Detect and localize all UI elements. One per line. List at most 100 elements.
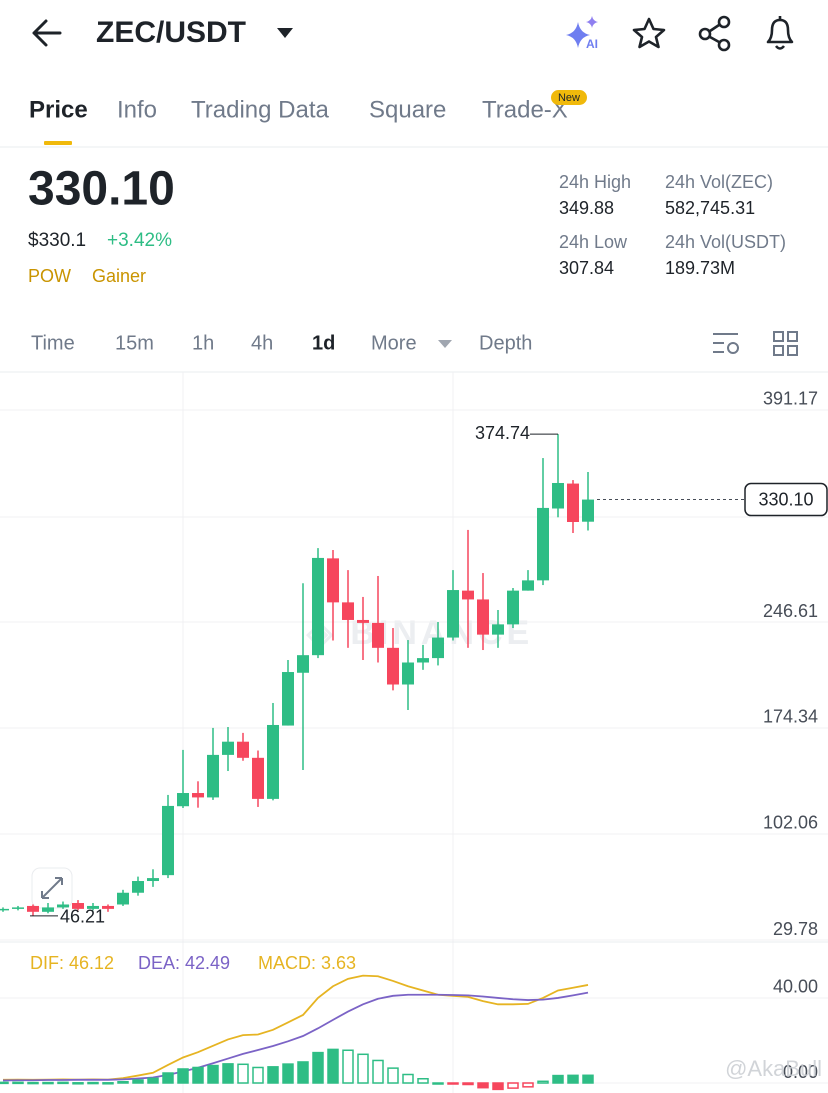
macd-bar	[102, 1082, 114, 1085]
interval[interactable]: Time	[31, 332, 75, 354]
macd-bar	[27, 1081, 39, 1085]
macd-bar	[237, 1063, 249, 1084]
watermark: @AkaBull	[725, 1056, 822, 1081]
tag[interactable]: Gainer	[92, 266, 146, 286]
pair-dropdown[interactable]	[277, 28, 293, 38]
macd-bar	[447, 1082, 459, 1085]
macd-bar	[267, 1066, 279, 1084]
candle-body	[147, 878, 159, 882]
high-label: 374.74	[475, 423, 530, 443]
legend-entry: DEA: 42.49	[138, 953, 230, 973]
y-tick-label: 246.61	[763, 601, 818, 621]
candle-body	[432, 637, 444, 659]
macd-bar	[57, 1081, 69, 1085]
candle-body	[297, 655, 309, 673]
interval[interactable]: 15m	[115, 332, 154, 354]
macd-bar	[357, 1053, 369, 1084]
stat-value: 189.73M	[665, 258, 735, 278]
macd-bar	[507, 1082, 519, 1089]
interval[interactable]: 4h	[251, 332, 273, 354]
stat-value: 307.84	[559, 258, 614, 278]
interval[interactable]: Depth	[479, 332, 532, 354]
candle-body	[282, 672, 294, 726]
legend-entry: MACD: 3.63	[258, 953, 356, 973]
candle-body	[27, 905, 39, 912]
stat-label: 24h Vol(ZEC)	[665, 172, 773, 192]
stat-value: 582,745.31	[665, 198, 755, 218]
macd-bar	[567, 1074, 579, 1084]
macd-bar	[282, 1063, 294, 1084]
macd-bar	[312, 1051, 324, 1084]
candle-body	[237, 741, 249, 758]
macd-bar	[192, 1066, 204, 1084]
favorite-button[interactable]	[632, 17, 666, 49]
y-tick-label: 29.78	[773, 919, 818, 939]
candle-body	[87, 905, 99, 909]
macd-bar	[342, 1049, 354, 1084]
macd-bar	[327, 1048, 339, 1084]
candle-body	[402, 662, 414, 685]
macd-line	[2, 974, 589, 1081]
candle-body	[132, 881, 144, 893]
stat-label: 24h Low	[559, 232, 628, 252]
candle-body	[57, 904, 69, 908]
fiat-price: $330.1	[28, 230, 86, 251]
last-price-box	[744, 482, 828, 517]
candle-body	[192, 793, 204, 798]
macd-bar	[222, 1063, 234, 1084]
macd-bar	[522, 1082, 534, 1088]
interval[interactable]: More	[371, 332, 417, 354]
macd-bar	[372, 1059, 384, 1084]
interval[interactable]: 1d	[312, 332, 335, 354]
macd-bar	[132, 1079, 144, 1084]
candle-body	[552, 482, 564, 509]
candle-body	[567, 483, 579, 523]
new-badge: New	[558, 92, 580, 104]
tab[interactable]: Info	[117, 96, 157, 123]
expand-icon	[41, 877, 63, 899]
candle-body	[447, 590, 459, 638]
tag[interactable]: POW	[28, 266, 71, 286]
y-tick-label: 0.00	[783, 1062, 818, 1082]
macd-bar	[0, 1081, 9, 1085]
indicator-settings[interactable]	[713, 333, 739, 354]
macd-bar	[432, 1082, 444, 1085]
interval[interactable]: 1h	[192, 332, 214, 354]
macd-bar	[297, 1061, 309, 1084]
candle-body	[387, 647, 399, 685]
macd-bar	[117, 1080, 129, 1084]
candle-body	[177, 793, 189, 807]
last-price-label: 330.10	[758, 489, 813, 509]
macd-bar	[417, 1078, 429, 1084]
more-dropdown[interactable]	[438, 340, 452, 348]
macd-bar	[12, 1081, 24, 1085]
tab[interactable]: Price	[29, 96, 88, 123]
ai-button[interactable]: AI	[566, 16, 598, 51]
y-tick-label: 391.17	[763, 389, 818, 409]
alert-button[interactable]	[766, 16, 794, 50]
price-change: +3.42%	[107, 230, 172, 251]
svg-text:AI: AI	[586, 37, 598, 51]
back-button[interactable]	[32, 19, 62, 47]
candle-body	[207, 754, 219, 798]
candle-body	[537, 507, 549, 581]
tab[interactable]: Trading Data	[191, 96, 330, 123]
y-tick-label: 40.00	[773, 977, 818, 997]
candle-body	[117, 892, 129, 905]
badge-bg	[551, 90, 587, 105]
candle-body	[462, 590, 474, 600]
stat-label: 24h High	[559, 172, 631, 192]
macd-bar	[552, 1074, 564, 1084]
pair-title[interactable]: ZEC/USDT	[96, 16, 246, 49]
macd-bar	[537, 1080, 549, 1084]
macd-bar	[402, 1073, 414, 1084]
share-button[interactable]	[698, 15, 731, 52]
macd-bar	[87, 1081, 99, 1085]
legend-entry: DIF: 46.12	[30, 953, 114, 973]
layout-button[interactable]	[773, 331, 798, 356]
tab[interactable]: Square	[369, 96, 446, 123]
macd-bar	[252, 1066, 264, 1084]
macd-bar	[147, 1077, 159, 1084]
